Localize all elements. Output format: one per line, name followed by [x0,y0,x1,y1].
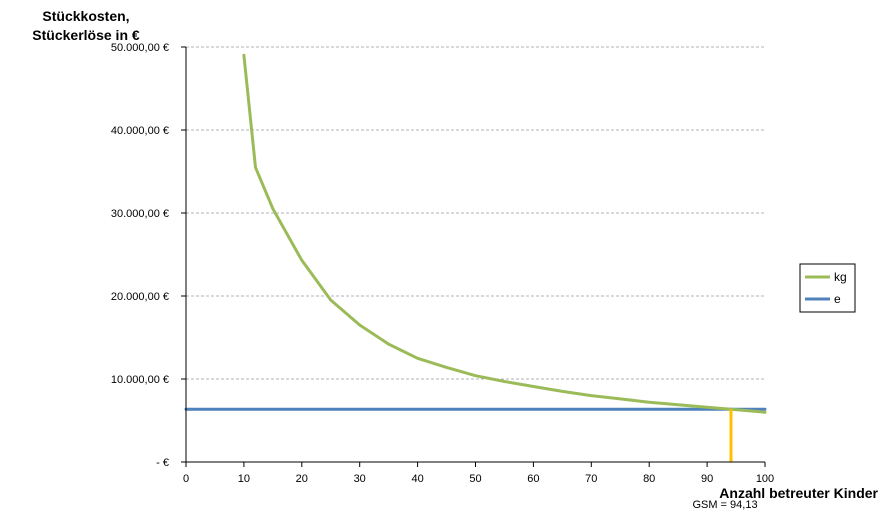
y-tick-label: 20.000,00 € [111,291,169,303]
x-tick-label: 10 [238,473,250,485]
x-tick-label: 70 [585,473,597,485]
legend: kg e [799,263,856,313]
x-tick-label: 90 [701,473,713,485]
y-tick-label: 30.000,00 € [111,208,169,220]
y-axis-title-line2: Stückerlöse in € [32,27,140,43]
y-tick-label: 10.000,00 € [111,374,169,386]
x-tick-label: 30 [354,473,366,485]
x-tick-label: 40 [411,473,423,485]
legend-label-kg: kg [834,270,847,284]
x-tick-label: 20 [296,473,308,485]
gsm-annotation-label: GSM = 94,13 [692,499,757,511]
x-tick-label: 50 [469,473,481,485]
x-tick-label: 100 [756,473,774,485]
series-layer [184,53,767,414]
legend-label-e: e [834,292,841,306]
y-ticks: - € 10.000,00 € 20.000,00 € 30.000,00 € 40.0… [111,42,186,469]
gridlines [186,46,765,380]
y-axis-title-line1: Stückkosten, [42,8,129,24]
legend-box [799,263,856,313]
series-line-kg [242,53,767,414]
y-tick-label: 50.000,00 € [111,42,169,54]
x-tick-label: 0 [183,473,189,485]
x-axis-title: Anzahl betreuter Kinder [719,485,878,501]
x-ticks: 0 10 20 30 40 50 60 70 80 90 100 [183,462,774,485]
x-tick-label: 80 [643,473,655,485]
x-tick-label: 60 [527,473,539,485]
y-tick-label: 40.000,00 € [111,125,169,137]
y-tick-label: - € [156,457,169,469]
